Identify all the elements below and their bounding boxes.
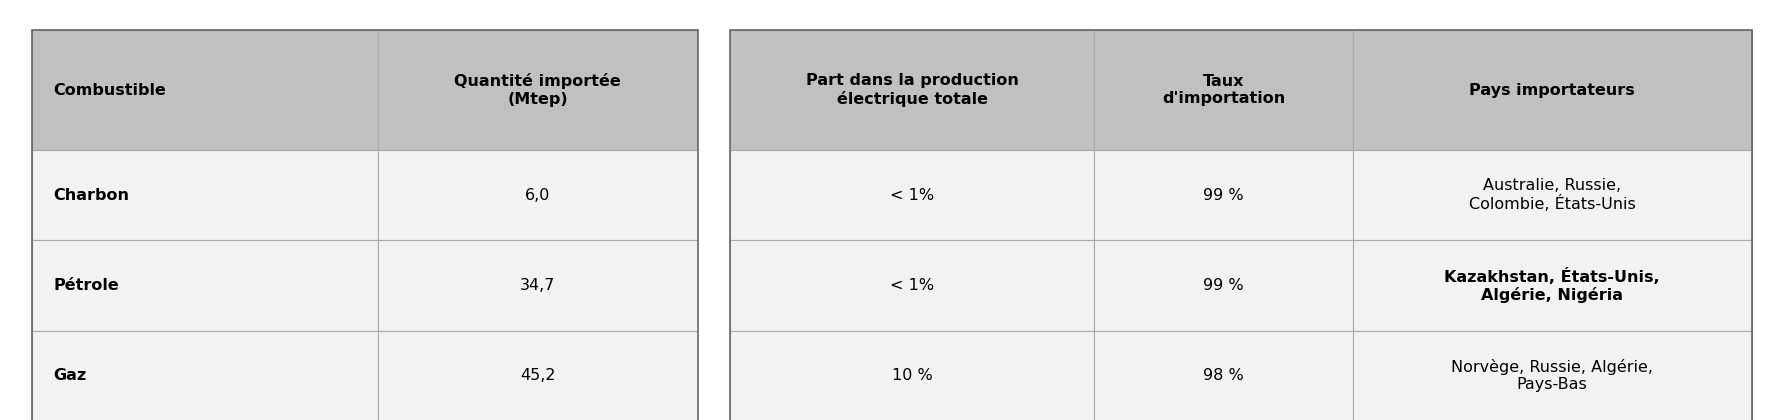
Bar	[730, 150, 1094, 240]
Bar	[730, 331, 1094, 420]
Bar	[378, 30, 698, 150]
Bar	[1094, 240, 1352, 331]
Bar	[32, 30, 378, 150]
Bar	[32, 30, 698, 420]
Bar	[32, 150, 378, 240]
Bar	[1094, 150, 1352, 240]
Text: Part dans la production
électrique totale: Part dans la production électrique total…	[806, 73, 1019, 107]
Text: Pétrole: Pétrole	[54, 278, 120, 293]
Bar	[1094, 30, 1352, 150]
Bar	[378, 150, 698, 240]
Text: Charbon: Charbon	[54, 188, 130, 202]
Text: 10 %: 10 %	[892, 368, 933, 383]
Text: 99 %: 99 %	[1202, 188, 1243, 202]
Text: Quantité importée
(Mtep): Quantité importée (Mtep)	[455, 74, 621, 107]
Bar	[32, 331, 378, 420]
Bar	[1352, 240, 1752, 331]
Bar	[378, 240, 698, 331]
Text: Australie, Russie,
Colombie, États-Unis: Australie, Russie, Colombie, États-Unis	[1468, 178, 1636, 213]
Text: 45,2: 45,2	[519, 368, 555, 383]
Bar	[1352, 150, 1752, 240]
Text: 99 %: 99 %	[1202, 278, 1243, 293]
Bar	[730, 240, 1094, 331]
Text: 6,0: 6,0	[524, 188, 549, 202]
Bar	[1352, 331, 1752, 420]
Text: Kazakhstan, États-Unis,
Algérie, Nigéria: Kazakhstan, États-Unis, Algérie, Nigéria	[1445, 268, 1661, 303]
Text: Norvège, Russie, Algérie,
Pays-Bas: Norvège, Russie, Algérie, Pays-Bas	[1450, 359, 1654, 392]
Text: Taux
d'importation: Taux d'importation	[1161, 74, 1284, 106]
Text: 98 %: 98 %	[1202, 368, 1243, 383]
Text: < 1%: < 1%	[890, 278, 935, 293]
Bar	[1094, 331, 1352, 420]
Text: Pays importateurs: Pays importateurs	[1470, 83, 1636, 97]
Bar	[730, 30, 1752, 420]
Bar	[730, 30, 1094, 150]
Bar	[32, 240, 378, 331]
Text: Gaz: Gaz	[54, 368, 87, 383]
Text: < 1%: < 1%	[890, 188, 935, 202]
Bar	[698, 30, 730, 420]
Bar	[378, 331, 698, 420]
Text: 34,7: 34,7	[519, 278, 555, 293]
Bar	[1352, 30, 1752, 150]
Text: Combustible: Combustible	[54, 83, 166, 97]
